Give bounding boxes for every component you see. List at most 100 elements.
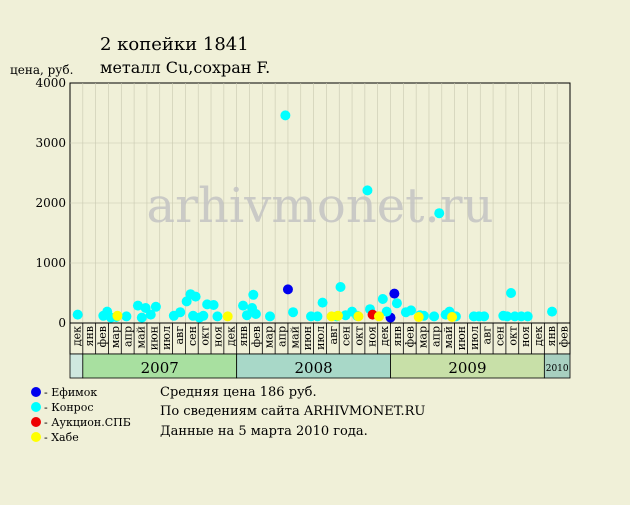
data-point [447, 312, 458, 322]
data-point [353, 311, 364, 322]
x-tick-label: ноя [519, 326, 532, 347]
x-tick-label: мар [263, 326, 276, 348]
x-tick-label: май [288, 326, 301, 348]
x-tick-label: авг [173, 326, 186, 345]
legend-label: - Хабе [44, 431, 79, 444]
x-tick-label: ноя [365, 326, 378, 347]
y-tick-label: 3000 [35, 136, 66, 150]
legend-marker [31, 387, 41, 397]
x-tick-label: дек [224, 326, 237, 346]
info-average-price: Средняя цена 186 руб. [160, 385, 317, 400]
legend-label: - Аукцион.СПБ [44, 416, 131, 429]
x-tick-label: янв [391, 326, 404, 346]
info-date: Данные на 5 марта 2010 года. [160, 424, 368, 439]
x-tick-label: апр [122, 326, 135, 347]
x-tick-label: сен [186, 326, 199, 346]
data-point [265, 311, 275, 322]
x-tick-label: сен [340, 326, 353, 346]
chart-title-line1: 2 копейки 1841 [100, 34, 249, 55]
legend: - Ефимок - Конрос - Аукцион.СПБ - Хабе [31, 386, 131, 444]
x-tick-label: май [135, 326, 148, 348]
data-point [335, 282, 346, 292]
year-label: 2010 [546, 364, 569, 374]
data-point [241, 310, 252, 321]
legend-marker [31, 402, 41, 412]
data-point [317, 297, 328, 308]
data-point [381, 306, 392, 317]
x-tick-label: мар [109, 326, 122, 348]
data-point [391, 298, 402, 309]
data-point [250, 309, 261, 319]
watermark: arhivmonet.ru [146, 178, 493, 234]
data-point [406, 305, 417, 316]
y-axis-label: цена, руб. [10, 63, 73, 77]
x-tick-label: июл [468, 326, 481, 350]
data-point [112, 310, 123, 321]
x-tick-label: июн [147, 326, 160, 350]
x-tick-label: июн [301, 326, 314, 350]
year-band [543, 353, 571, 379]
data-point [222, 311, 233, 322]
x-tick-label: дек [70, 326, 83, 346]
data-point [208, 300, 219, 310]
year-band [82, 353, 238, 379]
legend-marker [31, 417, 41, 427]
x-tick-label: июл [314, 326, 327, 350]
x-tick-label: июл [160, 326, 173, 350]
year-band [236, 353, 391, 379]
data-point [280, 110, 291, 121]
data-point [332, 310, 343, 321]
data-point [132, 300, 143, 311]
x-tick-label: окт [506, 326, 519, 346]
data-point [282, 284, 293, 295]
legend-marker [31, 432, 41, 442]
data-point [434, 208, 445, 219]
data-point [190, 291, 201, 302]
x-tick-label: янв [545, 326, 558, 346]
data-point [547, 306, 558, 317]
x-tick-label: янв [237, 326, 250, 346]
chart-title-line2: металл Cu,сохран F. [100, 58, 270, 77]
x-tick-label: апр [276, 326, 289, 347]
data-point [479, 311, 490, 322]
x-tick-label: апр [429, 326, 442, 347]
data-point [502, 311, 513, 322]
data-point [248, 289, 259, 300]
data-point [136, 312, 147, 323]
data-point [389, 288, 400, 299]
data-point [522, 311, 533, 322]
data-point [198, 310, 209, 321]
x-tick-label: фев [96, 326, 109, 347]
data-point [121, 311, 132, 322]
legend-label: - Конрос [44, 401, 94, 414]
x-tick-label: май [442, 326, 455, 348]
year-band [69, 353, 84, 379]
y-tick-label: 1000 [35, 256, 66, 270]
month-axis-band [69, 322, 571, 355]
x-tick-label: дек [378, 326, 391, 346]
data-point [312, 311, 323, 322]
x-tick-label: фев [558, 326, 571, 347]
data-point [238, 300, 249, 311]
x-tick-label: фев [404, 326, 417, 347]
year-label: 2007 [141, 359, 179, 377]
year-label: 2009 [448, 359, 486, 377]
data-point [377, 294, 388, 304]
legend-label: - Ефимок [44, 386, 97, 399]
data-point [413, 312, 424, 322]
data-point [362, 185, 373, 196]
year-label: 2008 [294, 359, 332, 377]
data-point [145, 309, 156, 320]
data-point [373, 311, 384, 322]
info-source: По сведениям сайта ARHIVMONET.RU [160, 404, 425, 419]
x-tick-label: мар [417, 326, 430, 348]
x-tick-label: июн [455, 326, 468, 350]
x-tick-label: сен [493, 326, 506, 346]
data-point [175, 307, 186, 318]
y-tick-label: 2000 [35, 196, 66, 210]
x-tick-label: фев [250, 326, 263, 347]
x-tick-label: окт [352, 326, 365, 346]
